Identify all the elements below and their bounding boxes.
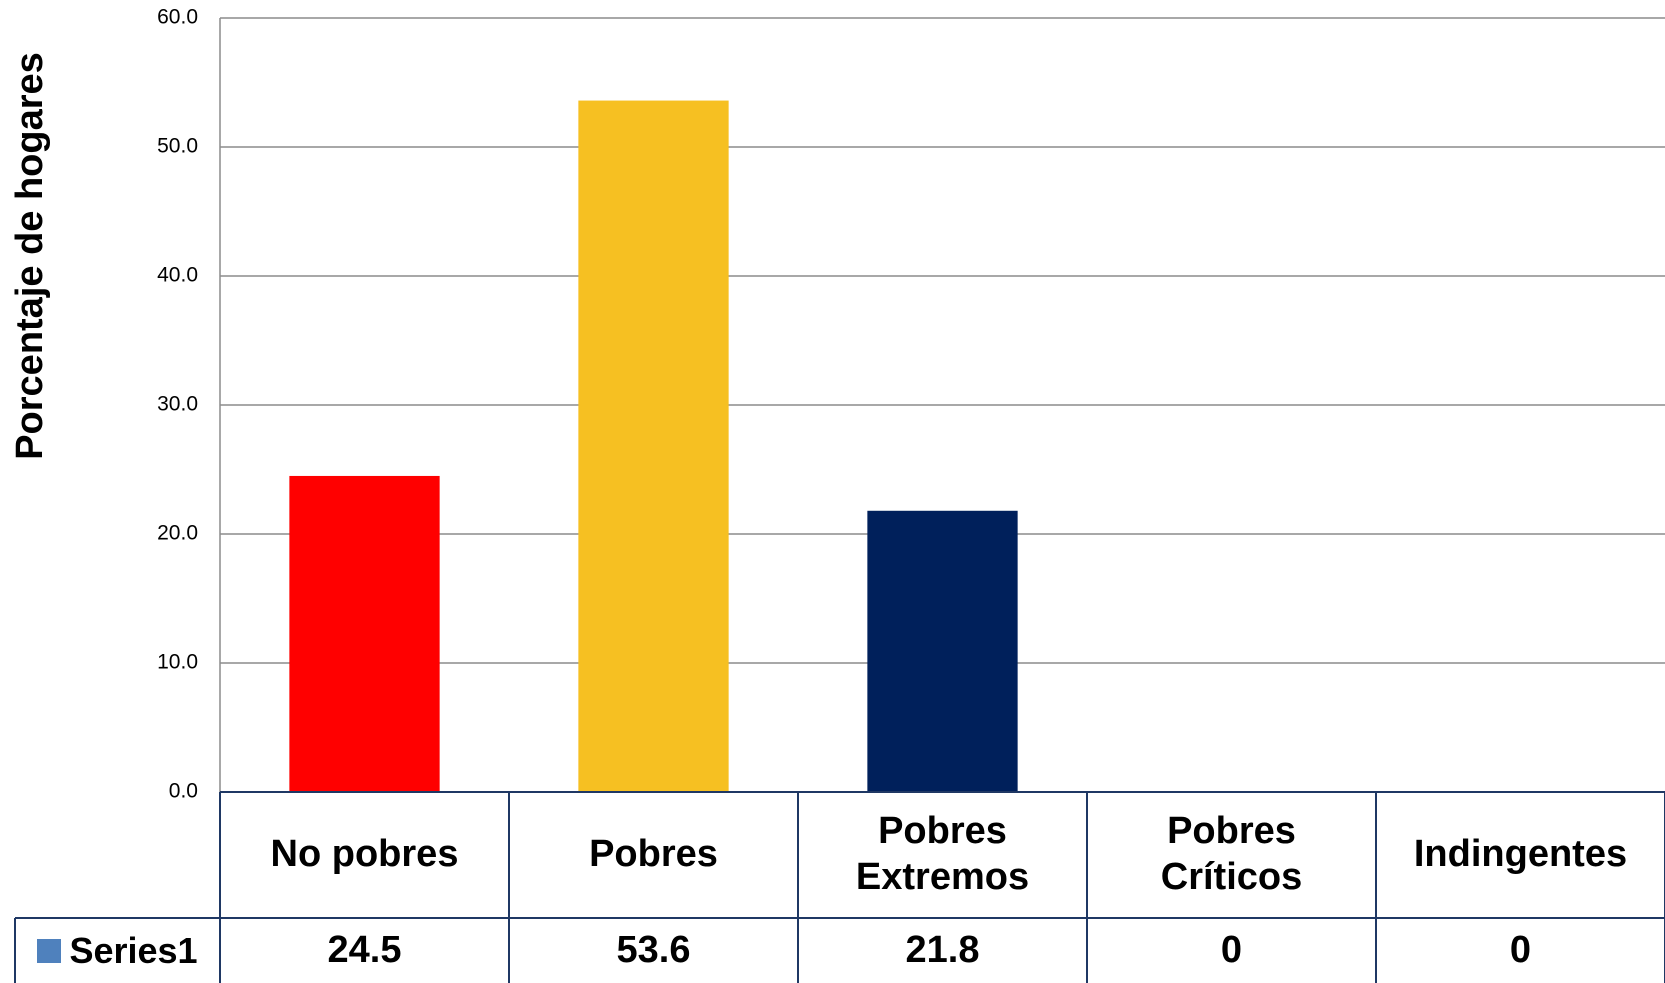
data-label: 0 (1376, 918, 1665, 983)
y-tick-label: 40.0 (157, 264, 198, 287)
legend-key (37, 938, 62, 963)
data-label: 21.8 (798, 918, 1087, 983)
data-label-text: 0 (1220, 928, 1243, 971)
category-label-text: Pobres Extremos (855, 810, 1030, 898)
y-tick-label: 20.0 (157, 522, 198, 545)
bar (578, 100, 729, 792)
category-label: Indingentes (1382, 792, 1659, 918)
y-tick-label: 10.0 (157, 651, 198, 674)
legend-entry-text: Series1 (69, 929, 198, 971)
y-tick-label: 0.0 (169, 780, 198, 803)
data-label: 0 (1087, 918, 1376, 983)
category-label: Pobres Críticos (1093, 792, 1370, 918)
bar (289, 475, 440, 792)
data-label-text: 24.5 (327, 928, 402, 971)
data-label-text: 0 (1509, 928, 1532, 971)
data-label: 24.5 (220, 918, 509, 983)
y-axis-label: Porcentaje de hogares (9, 52, 51, 460)
category-label: Pobres (515, 792, 792, 918)
category-label-text: Indingentes (1413, 833, 1628, 876)
legend-entry: Series1 (15, 918, 220, 983)
y-tick-label: 60.0 (157, 6, 198, 29)
data-label-text: 21.8 (905, 928, 980, 971)
category-label: Pobres Extremos (804, 792, 1081, 918)
bar (867, 510, 1018, 792)
category-label-text: Pobres (589, 833, 718, 876)
category-label-text: Pobres Críticos (1160, 810, 1303, 898)
y-tick-label: 30.0 (157, 393, 198, 416)
data-label-text: 53.6 (616, 928, 691, 971)
y-tick-label: 50.0 (157, 135, 198, 158)
data-label: 53.6 (509, 918, 798, 983)
category-label-text: No pobres (270, 833, 459, 876)
category-label: No pobres (226, 792, 503, 918)
